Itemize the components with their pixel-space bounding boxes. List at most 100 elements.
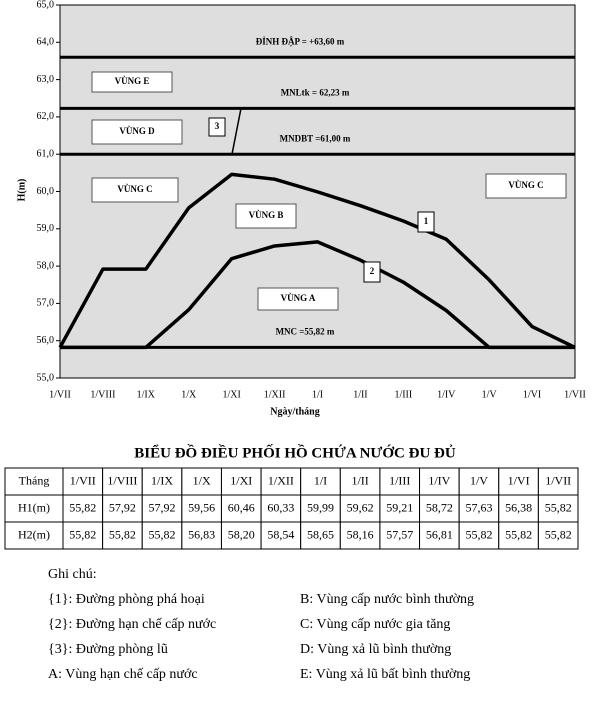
table-text: 55,82 <box>545 527 572 541</box>
table-cell <box>419 494 460 523</box>
x-tick-label: 1/VII <box>564 389 586 400</box>
table-cell <box>62 521 104 550</box>
table-cell <box>458 467 500 496</box>
y-tick-label: 58,0 <box>37 260 55 271</box>
y-tick-label: 55,0 <box>37 372 55 383</box>
table-cell <box>220 467 262 496</box>
table-text: 58,65 <box>307 527 334 541</box>
reference-label: MNDBT =61,00 m <box>280 133 351 143</box>
table-text: 58,20 <box>228 527 255 541</box>
table-text: 59,56 <box>188 500 215 514</box>
table-cell <box>141 521 183 550</box>
table-text: 1/VII <box>545 473 571 487</box>
reference-label: MNC =55,82 m <box>276 326 335 336</box>
table-cell <box>102 521 143 550</box>
table-cell <box>102 467 143 496</box>
y-tick-label: 56,0 <box>37 335 55 346</box>
x-tick-label: 1/I <box>312 389 323 400</box>
table-text: 55,82 <box>69 500 96 514</box>
table-text: H2(m) <box>18 527 50 541</box>
x-tick-label: 1/VIII <box>90 389 115 400</box>
zone-box <box>235 203 297 229</box>
table-cell <box>379 521 421 550</box>
x-tick-label: 1/IX <box>137 389 156 400</box>
series-line <box>58 172 576 349</box>
note-item: {1}: Đường phòng phá hoại <box>48 592 205 607</box>
series-tag-box <box>363 261 381 283</box>
table-cell <box>300 467 341 496</box>
table-text: 1/III <box>389 473 410 487</box>
table-cell <box>498 521 539 550</box>
table-text: 55,82 <box>69 527 96 541</box>
table-text: 57,92 <box>149 500 176 514</box>
table-text: 1/I <box>314 473 327 487</box>
table-text: 1/IV <box>428 473 450 487</box>
table-cell <box>181 494 222 523</box>
note-item: {2}: Đường hạn chế cấp nước <box>48 617 216 632</box>
y-tick-label: 60,0 <box>37 186 55 197</box>
table-text: H1(m) <box>18 500 50 514</box>
table-text: 59,99 <box>307 500 334 514</box>
table-text: 1/VII <box>70 473 96 487</box>
zone-label: VÙNG E <box>115 76 150 86</box>
note-item: C: Vùng cấp nước gia tăng <box>300 617 450 632</box>
x-tick-label: 1/VII <box>49 389 71 400</box>
flood-line <box>231 108 242 155</box>
table-text: 55,82 <box>505 527 532 541</box>
table-text: 1/X <box>193 473 211 487</box>
table-text: 59,62 <box>347 500 374 514</box>
table-text: 55,82 <box>109 527 136 541</box>
reference-label: ĐỈNH ĐẬP = +63,60 m <box>256 36 345 46</box>
x-tick-label: 1/II <box>353 389 367 400</box>
table-text: 56,38 <box>505 500 532 514</box>
annotation: 3 <box>215 121 220 131</box>
table-text: 57,57 <box>386 527 413 541</box>
y-axis-label: H(m) <box>16 179 27 202</box>
table-text: 58,54 <box>267 527 294 541</box>
y-tick-label: 59,0 <box>37 223 55 234</box>
table-text: 56,83 <box>188 527 215 541</box>
x-axis-label: Ngày/tháng <box>270 406 319 417</box>
x-tick-label: 1/XI <box>222 389 240 400</box>
annotation-box <box>208 117 226 137</box>
table-text: 60,33 <box>267 500 294 514</box>
note-item: A: Vùng hạn chế cấp nước <box>48 667 198 682</box>
note-item: {3}: Đường phòng lũ <box>48 642 168 657</box>
note-item: E: Vùng xả lũ bất bình thường <box>300 667 470 682</box>
reference-label: MNLtk = 62,23 m <box>281 87 350 97</box>
table-text: Tháng <box>19 473 50 487</box>
table-text: 1/XII <box>268 473 294 487</box>
table-cell <box>537 494 579 523</box>
y-tick-label: 61,0 <box>37 148 55 159</box>
y-tick-label: 65,0 <box>37 0 55 10</box>
table-text: 55,82 <box>149 527 176 541</box>
table-text: 1/IX <box>151 473 173 487</box>
table-cell <box>300 494 341 523</box>
table-cell <box>339 494 381 523</box>
table-text: 1/V <box>470 473 488 487</box>
table-text: 58,72 <box>426 500 453 514</box>
table-text: 1/XI <box>230 473 252 487</box>
table-text: 58,16 <box>347 527 374 541</box>
series-tag: 1 <box>424 216 429 226</box>
y-tick-label: 64,0 <box>37 37 55 48</box>
zone-box <box>91 177 179 203</box>
zone-label: VÙNG B <box>249 210 284 220</box>
notes-title: Ghi chú: <box>48 567 97 582</box>
table-text: 1/VI <box>508 473 530 487</box>
table-text: 57,63 <box>465 500 492 514</box>
x-tick-label: 1/IV <box>437 389 456 400</box>
zone-label: VÙNG A <box>281 293 316 303</box>
table-text: 55,82 <box>465 527 492 541</box>
x-tick-label: 1/III <box>394 389 412 400</box>
x-tick-label: 1/XII <box>264 389 286 400</box>
y-tick-label: 62,0 <box>37 111 55 122</box>
table-text: 1/VIII <box>107 473 137 487</box>
x-tick-label: 1/X <box>181 389 197 400</box>
table-cell <box>102 494 143 523</box>
table-cell <box>537 521 579 550</box>
x-tick-label: 1/VI <box>523 389 541 400</box>
table-cell <box>181 467 222 496</box>
zone-label: VÙNG C <box>117 184 152 194</box>
